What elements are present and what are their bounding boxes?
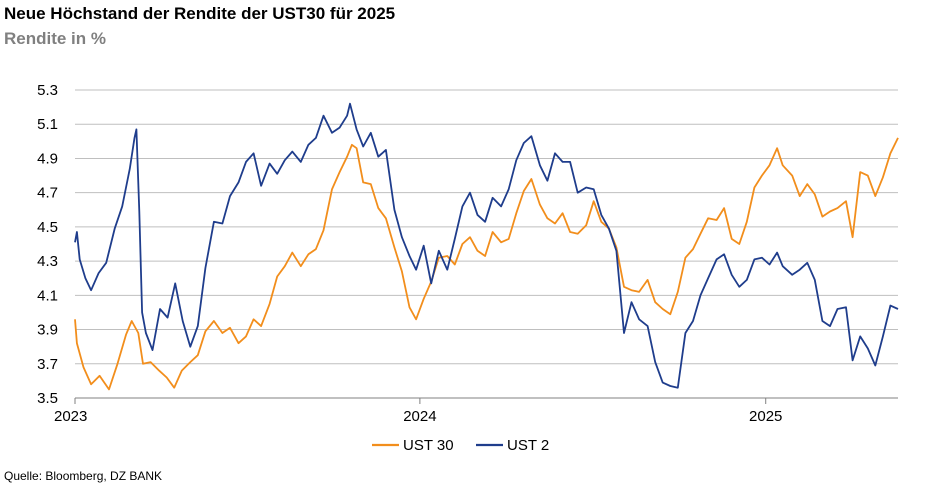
series-line-ust30 bbox=[74, 137, 899, 391]
legend: UST 30 UST 2 bbox=[372, 437, 549, 454]
series-lines bbox=[74, 102, 899, 391]
y-tick-label: 5.3 bbox=[37, 82, 58, 99]
y-tick-label: 4.3 bbox=[37, 253, 58, 270]
x-tick-label: 2023 bbox=[54, 408, 87, 425]
series-line-ust2 bbox=[74, 102, 899, 389]
x-tick-label: 2025 bbox=[749, 408, 782, 425]
source-note: Quelle: Bloomberg, DZ BANK bbox=[4, 469, 163, 483]
x-tick-label: 2024 bbox=[403, 408, 436, 425]
y-tick-label: 4.7 bbox=[37, 185, 58, 202]
y-tick-label: 3.7 bbox=[37, 356, 58, 373]
y-axis: 5.3 5.1 4.9 4.7 4.5 4.3 4.1 3.9 3.7 3.5 bbox=[37, 82, 58, 407]
y-tick-label: 3.5 bbox=[37, 390, 58, 407]
legend-label-ust2: UST 2 bbox=[507, 437, 549, 454]
chart-title: Neue Höchstand der Rendite der UST30 für… bbox=[4, 4, 396, 23]
y-tick-label: 5.1 bbox=[37, 116, 58, 133]
chart-subtitle: Rendite in % bbox=[4, 29, 107, 48]
y-tick-label: 3.9 bbox=[37, 322, 58, 339]
y-tick-label: 4.1 bbox=[37, 287, 58, 304]
y-tick-label: 4.5 bbox=[37, 219, 58, 236]
legend-label-ust30: UST 30 bbox=[403, 437, 454, 454]
y-tick-label: 4.9 bbox=[37, 150, 58, 167]
x-axis: 2023 2024 2025 bbox=[54, 397, 898, 425]
grid-lines bbox=[75, 89, 898, 365]
